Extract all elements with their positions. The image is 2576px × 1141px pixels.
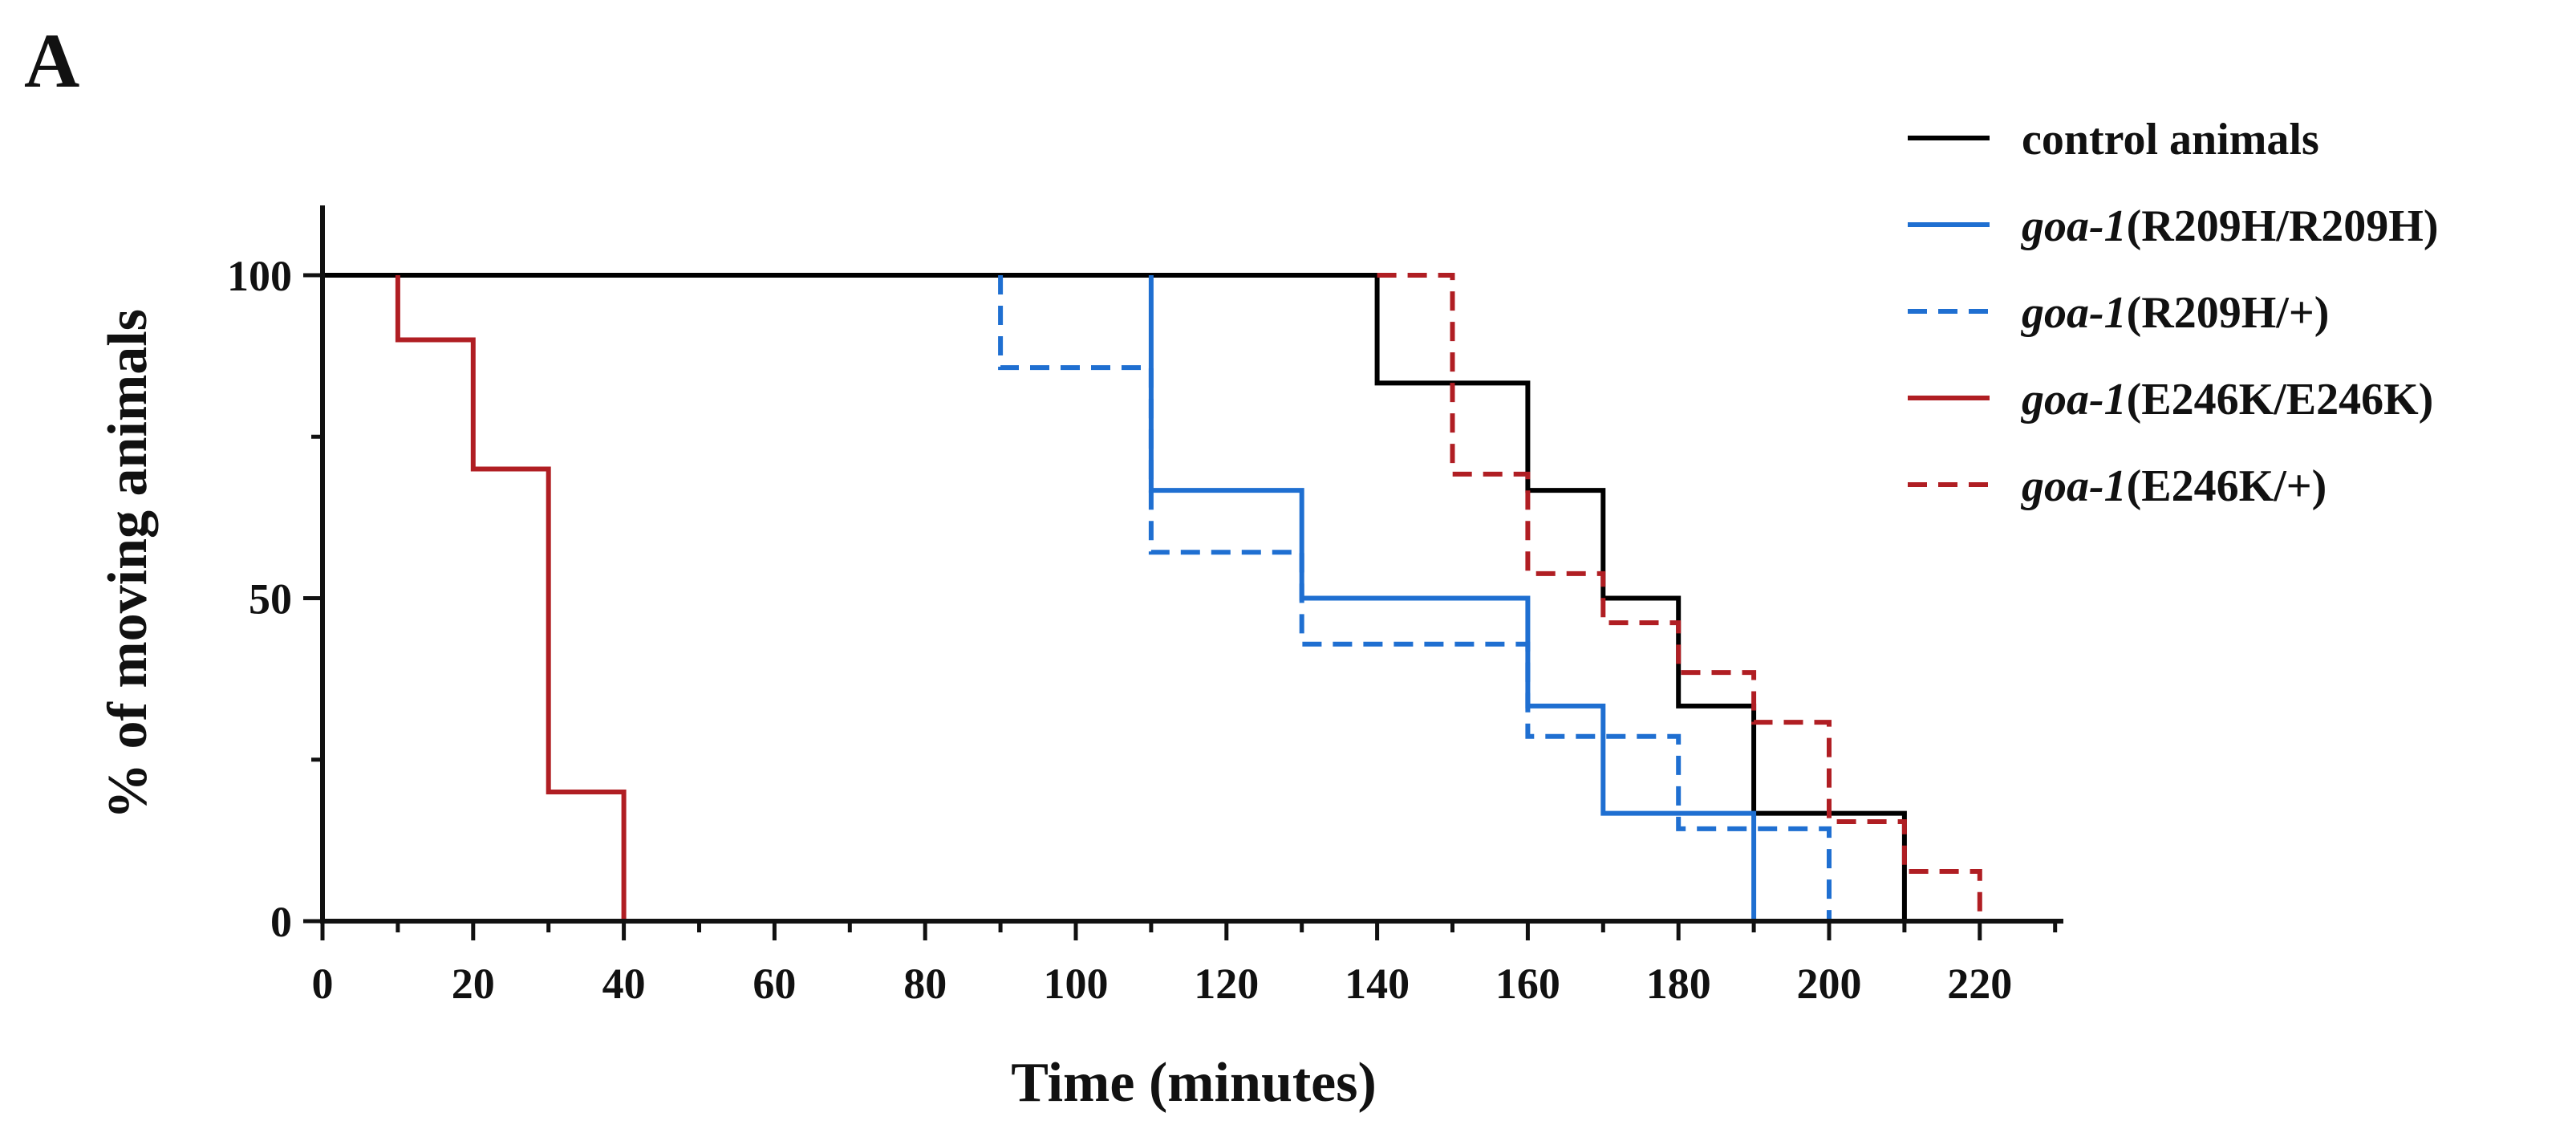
y-tick-label: 100 [227,252,292,300]
panel-label: A [24,18,79,104]
legend-label-4: goa-1(E246K/E246K) [2020,375,2433,424]
x-tick-label: 140 [1345,960,1410,1008]
x-tick-label: 220 [1947,960,2012,1008]
legend: control animals goa-1(R209H/R209H) goa-1(R… [1908,115,2439,511]
x-tick-label: 120 [1194,960,1259,1008]
x-tick-label: 0 [312,960,334,1008]
x-tick-label: 180 [1646,960,1711,1008]
y-tick-label: 50 [249,575,292,623]
x-tick-label: 40 [602,960,646,1008]
legend-label-1: control animals [2022,115,2319,164]
x-tick-label: 80 [903,960,947,1008]
x-tick-label: 20 [452,960,495,1008]
legend-label-5: goa-1(E246K/+) [2020,461,2327,511]
x-tick-label: 100 [1044,960,1109,1008]
y-tick-label: 0 [270,898,292,946]
series-line-1 [323,273,1907,921]
legend-label-2: goa-1(R209H/R209H) [2020,201,2439,251]
y-axis-ticks: 0 50 100 [227,252,323,946]
series-line-2 [1148,275,1757,921]
y-axis-title: % of moving animals [97,309,159,819]
series-line-4 [395,275,627,921]
x-tick-label: 200 [1797,960,1862,1008]
series-line-3 [998,275,1832,921]
x-axis-ticks: 0 20 40 60 80 100 120 140 160 180 200 220 [312,921,2058,1008]
series-layer [323,273,1982,921]
legend-label-3: goa-1(R209H/+) [2020,288,2329,338]
x-axis-title: Time (minutes) [1011,1052,1377,1114]
x-tick-label: 160 [1495,960,1560,1008]
x-tick-label: 60 [753,960,796,1008]
